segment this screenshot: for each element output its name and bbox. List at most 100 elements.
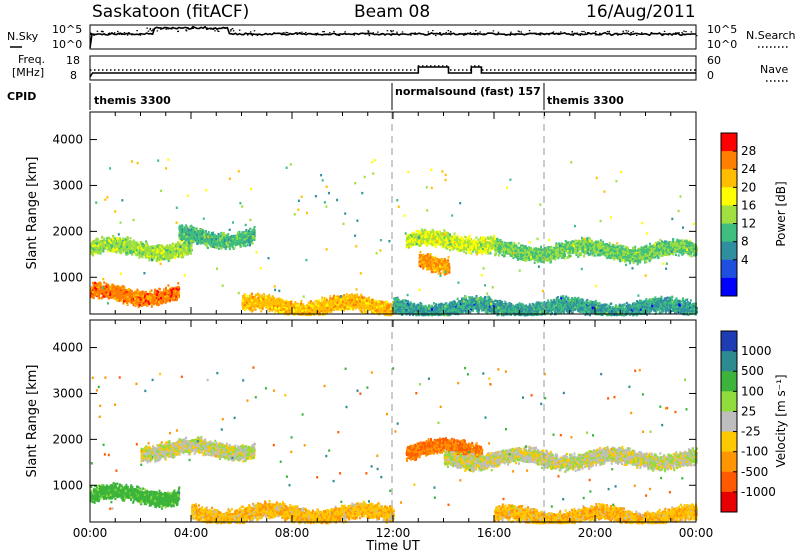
noise-search-point xyxy=(548,34,550,35)
noise-search-point xyxy=(428,33,430,34)
station-title: Saskatoon (fitACF) xyxy=(92,2,249,22)
noise-search-point xyxy=(572,31,574,32)
noise-search-point xyxy=(543,34,545,35)
noise-search-point xyxy=(668,34,670,35)
beam-title: Beam 08 xyxy=(354,2,430,22)
date-title: 16/Aug/2011 xyxy=(586,2,696,22)
noise-search-point xyxy=(305,32,307,33)
noise-search-point xyxy=(151,30,153,31)
scatter-cell xyxy=(117,237,119,239)
noise-search-point xyxy=(436,33,438,34)
noise-search-point xyxy=(187,27,189,28)
noise-search-point xyxy=(213,28,215,29)
nave-trace xyxy=(90,66,696,70)
noise-search-point xyxy=(316,35,318,36)
noise-search-point xyxy=(171,28,173,29)
noise-search-point xyxy=(287,32,289,33)
noise-search-point xyxy=(450,31,452,32)
freq-left-tick-bottom: 8 xyxy=(70,69,77,82)
noise-search-point xyxy=(333,31,335,32)
freq-right-tick-bottom: 0 xyxy=(707,69,714,82)
noise-search-point xyxy=(681,32,683,33)
noise-search-point xyxy=(521,31,523,32)
freq-left-label-line1: Freq. xyxy=(18,53,45,66)
noise-search-point xyxy=(685,31,687,32)
noise-search-point xyxy=(232,28,234,29)
noise-search-point xyxy=(257,35,259,36)
noise-search-point xyxy=(369,35,371,36)
power-panel: 1000200030004000 Slant Range [km] xyxy=(25,112,698,316)
noise-search-point xyxy=(470,32,472,33)
freq-panel: Freq. [MHz] 18 8 60 0 Nave xyxy=(12,53,788,82)
noise-search-point xyxy=(678,32,680,33)
noise-search-point xyxy=(595,31,597,32)
noise-search-point xyxy=(544,33,546,34)
freq-panel-frame xyxy=(90,56,696,80)
noise-search-point xyxy=(368,32,370,33)
noise-search-point xyxy=(254,30,256,31)
noise-search-point xyxy=(691,31,693,32)
noise-search-point xyxy=(529,30,531,31)
noise-search-point xyxy=(296,34,298,35)
noise-search-point xyxy=(239,30,241,31)
noise-search-point xyxy=(286,32,288,33)
noise-search-point xyxy=(93,35,95,36)
noise-right-tick-bottom: 10^0 xyxy=(707,38,737,51)
noise-search-point xyxy=(193,28,195,29)
noise-search-point xyxy=(595,34,597,35)
noise-search-point xyxy=(283,32,285,33)
noise-search-point xyxy=(114,32,116,33)
nave-label: Nave xyxy=(760,63,788,76)
noise-search-point xyxy=(186,30,188,31)
noise-search-point xyxy=(571,34,573,35)
cpid-segment-1: normalsound (fast) 157 xyxy=(395,85,541,98)
noise-search-point xyxy=(90,33,92,34)
noise-search-point xyxy=(607,31,609,32)
cpid-segment-0: themis 3300 xyxy=(94,94,171,107)
noise-search-point xyxy=(479,31,481,32)
scatter-cell xyxy=(177,241,179,243)
noise-search-point xyxy=(410,35,412,36)
noise-search-point xyxy=(680,35,682,36)
noise-search-point xyxy=(291,33,293,34)
noise-search-point xyxy=(540,33,542,34)
noise-search-point xyxy=(464,33,466,34)
noise-search-point xyxy=(402,31,404,32)
noise-search-point xyxy=(281,33,283,34)
noise-search-point xyxy=(675,32,677,33)
radar-summary-plot: Saskatoon (fitACF) Beam 08 16/Aug/2011 N… xyxy=(0,0,800,554)
noise-search-point xyxy=(323,31,325,32)
noise-search-point xyxy=(585,32,587,33)
noise-search-point xyxy=(472,34,474,35)
noise-search-point xyxy=(329,32,331,33)
noise-search-point xyxy=(632,31,634,32)
noise-search-point xyxy=(128,32,130,33)
noise-search-point xyxy=(381,33,383,34)
noise-search-point xyxy=(696,35,698,36)
noise-search-point xyxy=(560,31,562,32)
noise-search-point xyxy=(301,32,303,33)
noise-search-point xyxy=(662,34,664,35)
noise-search-point xyxy=(527,33,529,34)
noise-search-point xyxy=(580,35,582,36)
noise-search-point xyxy=(448,30,450,31)
noise-search-point xyxy=(146,28,148,29)
noise-search-point xyxy=(510,35,512,36)
noise-search-point xyxy=(652,33,654,34)
noise-search-point xyxy=(324,33,326,34)
noise-search-point xyxy=(121,34,123,35)
noise-search-point xyxy=(581,31,583,32)
noise-search-point xyxy=(177,31,179,32)
noise-search-point xyxy=(140,35,142,36)
noise-search-point xyxy=(505,34,507,35)
noise-search-point xyxy=(558,33,560,34)
noise-search-point xyxy=(165,29,167,30)
noise-search-point xyxy=(365,34,367,35)
noise-search-point xyxy=(167,28,169,29)
noise-search-point xyxy=(630,35,632,36)
noise-left-tick-top: 10^5 xyxy=(52,23,82,36)
noise-search-point xyxy=(497,34,499,35)
noise-search-point xyxy=(428,31,430,32)
noise-search-point xyxy=(377,32,379,33)
noise-search-point xyxy=(191,28,193,29)
